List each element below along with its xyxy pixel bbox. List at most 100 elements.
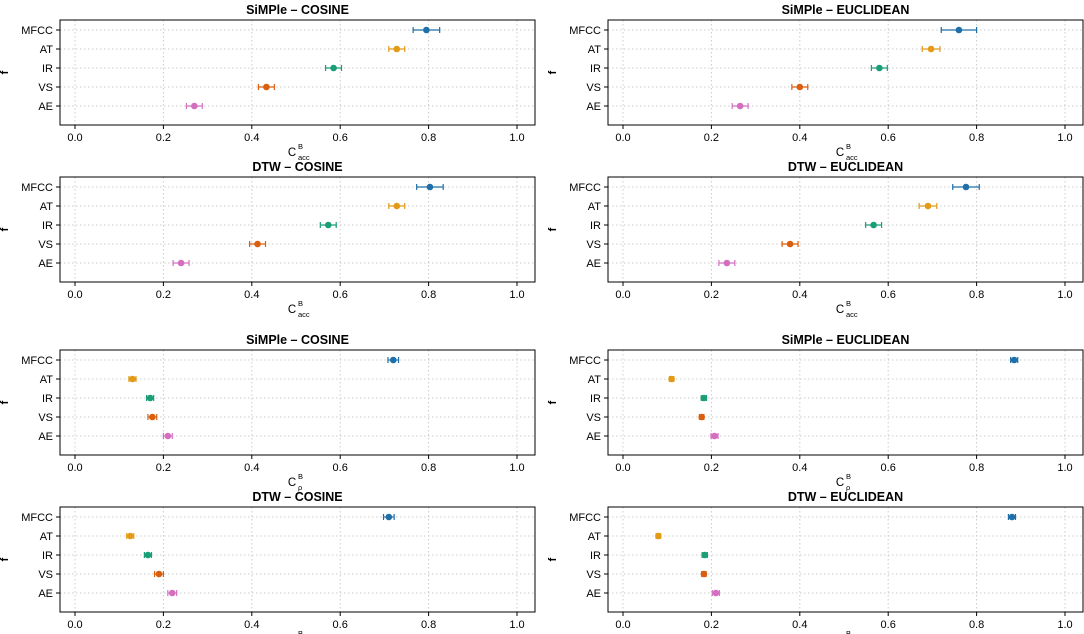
- data-point: [423, 26, 430, 34]
- plot-frame: [607, 176, 1084, 283]
- plot-frame: [607, 19, 1084, 126]
- category-label: AT: [40, 201, 54, 213]
- category-label: MFCC: [569, 512, 601, 524]
- x-axis-label-superscript: B: [298, 629, 303, 634]
- category-label: IR: [42, 63, 53, 75]
- data-point: [655, 532, 662, 540]
- x-tick-label: 0.8: [969, 289, 984, 301]
- y-axis-label: f: [547, 70, 559, 74]
- x-tick-label: 0.2: [704, 462, 719, 474]
- category-label: AT: [40, 44, 54, 56]
- x-axis-label-base: C: [288, 477, 296, 489]
- data-point: [191, 102, 198, 110]
- x-tick-label: 0.0: [67, 619, 82, 631]
- x-tick-label: 0.6: [333, 619, 348, 631]
- category-label: VS: [586, 82, 601, 94]
- category-label: VS: [38, 569, 53, 581]
- x-tick-label: 0.8: [421, 619, 436, 631]
- x-axis-label-subscript: ρ: [298, 483, 302, 492]
- data-point: [168, 589, 176, 597]
- data-point: [668, 375, 675, 383]
- x-tick-label: 0.4: [792, 462, 807, 474]
- y-axis-label: f: [0, 400, 11, 404]
- x-axis-label-superscript: B: [846, 472, 851, 481]
- data-point: [385, 513, 393, 521]
- data-point: [324, 221, 332, 229]
- panel-title: DTW – EUCLIDEAN: [788, 490, 903, 504]
- category-label: AE: [586, 258, 601, 270]
- x-axis-label-subscript: acc: [846, 153, 858, 162]
- x-tick-label: 1.0: [1057, 289, 1072, 301]
- category-label: IR: [42, 550, 53, 562]
- x-tick-label: 0.2: [156, 619, 171, 631]
- x-axis-label-base: C: [288, 304, 296, 316]
- x-tick-label: 0.0: [67, 132, 82, 144]
- x-axis-label-superscript: B: [846, 142, 851, 151]
- category-label: IR: [42, 393, 53, 405]
- panel: SiMPle – COSINE MFCC AT IR VS AE f 0.0 0.2 0.4 0.6…: [0, 333, 536, 492]
- x-tick-label: 1.0: [509, 132, 524, 144]
- category-label: VS: [38, 82, 53, 94]
- data-point: [870, 221, 877, 229]
- plot-frame: [59, 19, 536, 126]
- data-point: [786, 240, 794, 248]
- y-axis-label: f: [547, 227, 559, 231]
- x-tick-label: 0.4: [792, 132, 807, 144]
- category-label: IR: [590, 393, 601, 405]
- panel: DTW – EUCLIDEAN MFCC AT IR VS AE f 0.0 0.2 0.4 0.6…: [547, 160, 1084, 319]
- x-tick-label: 0.6: [881, 619, 896, 631]
- data-point: [1008, 513, 1016, 521]
- data-point: [126, 532, 134, 540]
- data-point: [723, 259, 731, 267]
- data-point: [263, 83, 270, 91]
- data-point: [1010, 356, 1018, 364]
- x-tick-label: 0.2: [704, 132, 719, 144]
- data-point: [700, 394, 708, 402]
- x-tick-label: 0.6: [881, 132, 896, 144]
- data-point: [924, 202, 932, 210]
- data-point: [876, 64, 883, 72]
- x-axis-label-superscript: B: [846, 629, 851, 634]
- panel: DTW – COSINE MFCC AT IR VS AE f 0.0 0.2 0.4 0.6 0.8…: [0, 160, 536, 319]
- data-point: [146, 394, 154, 402]
- x-axis-label: CBρ: [288, 472, 303, 492]
- x-tick-label: 0.2: [704, 289, 719, 301]
- category-label: AE: [586, 101, 601, 113]
- data-point: [698, 413, 705, 421]
- x-tick-label: 0.6: [333, 462, 348, 474]
- x-tick-label: 0.0: [615, 289, 630, 301]
- x-tick-label: 1.0: [1057, 619, 1072, 631]
- category-label: MFCC: [569, 182, 601, 194]
- y-axis-label: f: [547, 557, 559, 561]
- x-tick-label: 0.6: [333, 289, 348, 301]
- x-tick-label: 0.8: [969, 132, 984, 144]
- category-label: AE: [586, 431, 601, 443]
- category-label: MFCC: [21, 182, 53, 194]
- x-tick-label: 0.0: [615, 462, 630, 474]
- data-point: [144, 551, 152, 559]
- x-axis-label-superscript: B: [298, 472, 303, 481]
- x-axis-label-superscript: B: [298, 299, 303, 308]
- category-label: VS: [586, 239, 601, 251]
- category-label: IR: [590, 220, 601, 232]
- x-tick-label: 1.0: [1057, 462, 1072, 474]
- x-axis-label-base: C: [288, 147, 296, 159]
- data-point: [927, 45, 935, 53]
- data-point: [796, 83, 804, 91]
- category-label: AE: [38, 431, 53, 443]
- x-tick-label: 0.2: [156, 132, 171, 144]
- x-axis-label-superscript: B: [846, 299, 851, 308]
- x-axis-label: CBρ: [836, 472, 851, 492]
- x-tick-label: 0.4: [792, 289, 807, 301]
- category-label: IR: [590, 63, 601, 75]
- category-label: VS: [38, 239, 53, 251]
- x-tick-label: 0.6: [881, 289, 896, 301]
- x-tick-label: 0.2: [156, 289, 171, 301]
- category-label: AE: [586, 588, 601, 600]
- x-tick-label: 0.8: [969, 462, 984, 474]
